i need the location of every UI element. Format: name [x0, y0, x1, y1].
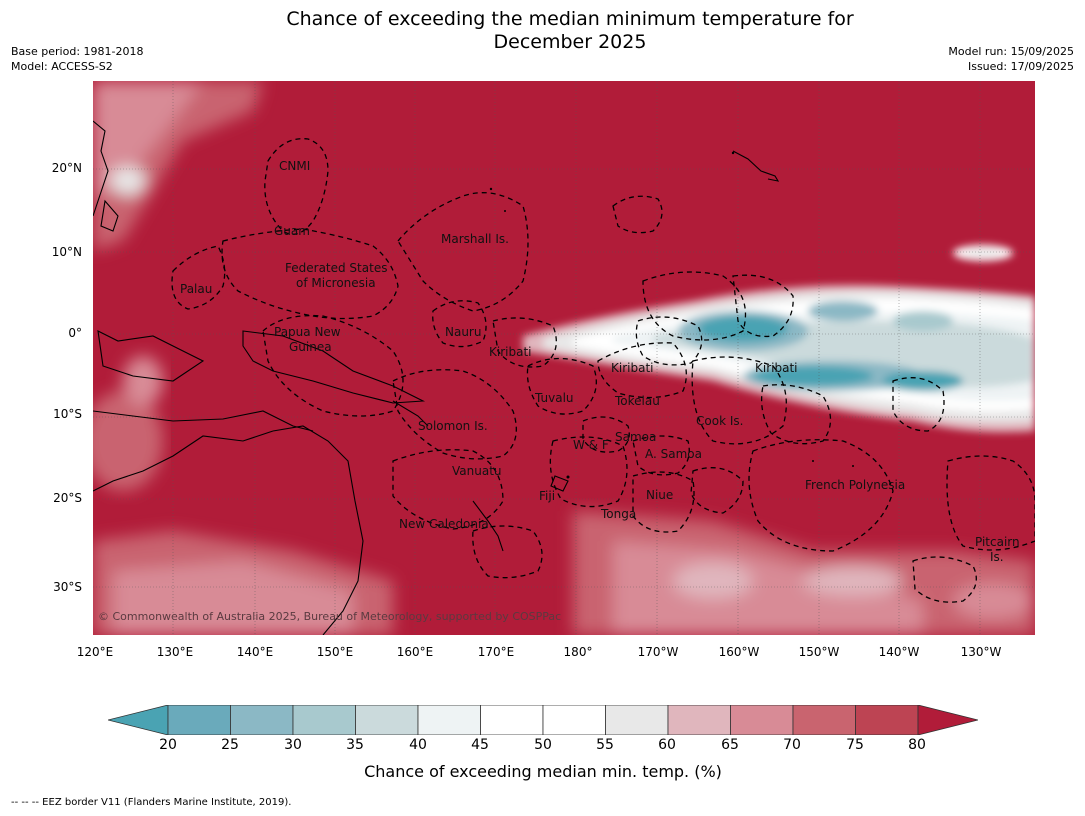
region-label: Cook Is. [696, 414, 744, 428]
region-label: Niue [646, 488, 674, 502]
region-label: of Micronesia [296, 276, 376, 290]
chart-title: Chance of exceeding the median minimum t… [0, 8, 1085, 54]
copyright-notice: © Commonwealth of Australia 2025, Bureau… [98, 610, 562, 623]
footnote: -- -- -- EEZ border V11 (Flanders Marine… [11, 797, 292, 808]
lat-tick: 20°N [51, 161, 82, 175]
colorbar-segment [667, 704, 731, 736]
region-label: Kiribati [755, 361, 798, 375]
colorbar-segment [167, 704, 231, 736]
colorbar-segment [480, 704, 544, 736]
lat-tick: 20°S [53, 491, 82, 505]
colorbar-tick: 65 [721, 737, 739, 753]
gridlines [93, 81, 1035, 635]
colorbar-tick: 40 [409, 737, 427, 753]
lon-tick: 150°W [798, 645, 840, 659]
region-label: Tokelau [615, 394, 660, 408]
region-label: W & F [573, 438, 609, 452]
region-label: Palau [180, 282, 213, 296]
equatorial-cold-tongue [523, 245, 1035, 433]
region-label: Pitcairn [975, 535, 1020, 549]
lon-tick: 140°W [878, 645, 920, 659]
title-line1: Chance of exceeding the median minimum t… [286, 8, 854, 30]
lon-tick: 170°E [477, 645, 515, 659]
lon-tick: 140°E [236, 645, 274, 659]
region-label: Vanuatu [452, 464, 502, 478]
base-period: Base period: 1981-2018 [11, 45, 144, 58]
lon-tick: 160°E [396, 645, 434, 659]
meta-right: Model run: 15/09/2025 Issued: 17/09/2025 [948, 44, 1074, 74]
region-label: New Caledonia [399, 517, 489, 531]
region-label: Guinea [289, 340, 332, 354]
colorbar-tick: 60 [658, 737, 676, 753]
lon-tick: 170°W [637, 645, 679, 659]
region-label: Is. [990, 550, 1004, 564]
region-label: Marshall Is. [441, 232, 509, 246]
region-label: Fiji [539, 489, 556, 503]
model-name: Model: ACCESS-S2 [11, 60, 113, 73]
colorbar-segment [292, 704, 356, 736]
colorbar-tick: 45 [471, 737, 489, 753]
pink-region-west [93, 356, 163, 491]
eez-borders [171, 138, 1035, 603]
colorbar-segment [355, 704, 419, 736]
lon-tick: 160°W [718, 645, 760, 659]
lat-tick: 10°S [53, 407, 82, 421]
region-label: Nauru [445, 325, 482, 339]
colorbar-tick: 35 [346, 737, 364, 753]
colorbar-tick: 55 [596, 737, 614, 753]
lat-tick: 10°N [51, 245, 82, 259]
lon-tick: 150°E [316, 645, 354, 659]
region-label: CNMI [279, 159, 311, 173]
pink-region-south [93, 511, 1035, 635]
region-label: A. Samoa [645, 447, 702, 461]
colorbar-tick: 75 [846, 737, 864, 753]
region-label: Papua New [274, 325, 341, 339]
lat-tick: 30°S [53, 580, 82, 594]
forecast-map: CNMI Guam Marshall Is. Federated States … [93, 81, 1035, 635]
colorbar-segment [230, 704, 294, 736]
colorbar-segment [792, 704, 856, 736]
region-label: Solomon Is. [418, 419, 488, 433]
colorbar-tick: 20 [159, 737, 177, 753]
colorbar-tick: 50 [534, 737, 552, 753]
model-run: Model run: 15/09/2025 [948, 45, 1074, 58]
issued-date: Issued: 17/09/2025 [967, 60, 1074, 73]
coastlines [93, 120, 780, 635]
colorbar-tick: 25 [221, 737, 239, 753]
colorbar-segment [605, 704, 669, 736]
meta-left: Base period: 1981-2018 Model: ACCESS-S2 [11, 44, 143, 74]
colorbar-label: Chance of exceeding median min. temp. (%… [364, 762, 722, 781]
region-label: Samoa [615, 430, 657, 444]
lat-tick: 0° [68, 326, 82, 340]
map-svg [93, 81, 1035, 635]
colorbar-segment [730, 704, 794, 736]
pink-region-northwest [93, 81, 263, 251]
lon-tick: 130°E [156, 645, 194, 659]
colorbar-tick: 70 [783, 737, 801, 753]
lon-tick: 130°W [960, 645, 1002, 659]
region-label: Kiribati [489, 345, 532, 359]
region-label: Guam [274, 224, 310, 238]
region-label: Tuvalu [535, 391, 574, 405]
colorbar-tick: 80 [908, 737, 926, 753]
region-label: Kiribati [611, 361, 654, 375]
title-line2: December 2025 [493, 31, 647, 53]
colorbar-segment [542, 704, 606, 736]
islands [489, 151, 854, 479]
colorbar-svg [107, 704, 979, 736]
colorbar-segment [855, 704, 919, 736]
region-label: French Polynesia [805, 478, 906, 492]
colorbar-extend-high [917, 704, 979, 736]
region-label: Tonga [601, 507, 637, 521]
lon-tick: 180° [563, 645, 593, 659]
region-label: Federated States [285, 261, 388, 275]
colorbar [107, 704, 979, 736]
colorbar-tick: 30 [284, 737, 302, 753]
colorbar-segment [417, 704, 481, 736]
colorbar-extend-low [107, 704, 169, 736]
lon-tick: 120°E [76, 645, 114, 659]
